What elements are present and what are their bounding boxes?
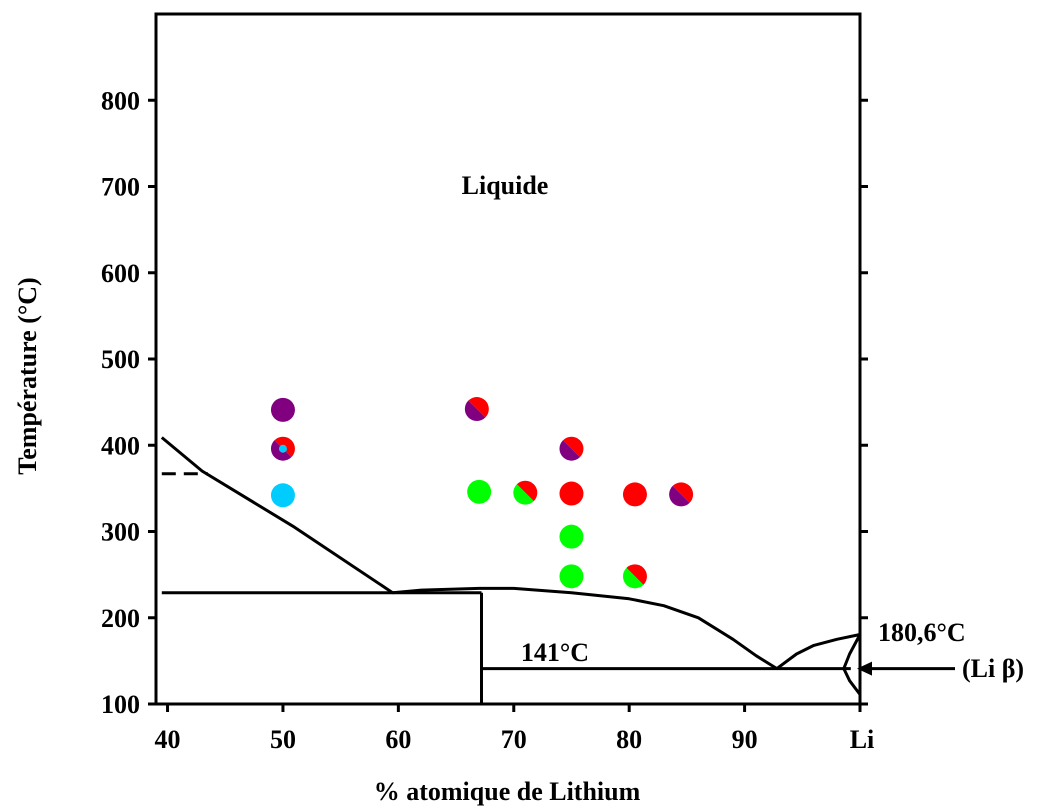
data-point-marker <box>559 524 584 549</box>
phase-line-solvus-upper <box>842 633 862 670</box>
data-point-half-a <box>516 480 538 502</box>
data-point-half-b <box>622 567 644 589</box>
data-point <box>559 564 584 589</box>
y-tick-label: 700 <box>101 173 140 202</box>
eutectic-temperature-label: 141°C <box>521 638 589 667</box>
data-point <box>467 479 492 504</box>
data-point-half-b <box>513 484 534 505</box>
data-point-marker <box>270 483 295 508</box>
data-point-marker <box>270 397 295 422</box>
plot-frame <box>154 12 862 706</box>
x-tick-label: 50 <box>270 725 296 754</box>
data-point <box>559 524 584 549</box>
data-point-half-a <box>468 397 489 418</box>
x-tick-label: 60 <box>385 725 411 754</box>
data-point-marker <box>622 482 647 507</box>
data-point-marker <box>559 564 584 589</box>
data-point <box>559 481 584 506</box>
liquid-region-label: Liquide <box>462 171 549 200</box>
plot-frame-border <box>154 12 862 706</box>
x-tick-label: Li <box>850 725 875 754</box>
data-point-half-a <box>672 482 694 503</box>
y-tick-label: 600 <box>101 259 140 288</box>
data-point-half-b <box>559 440 580 461</box>
y-axis-label: Température (°C) <box>13 277 42 474</box>
data-point-marker <box>559 481 584 506</box>
x-tick-label: 80 <box>616 725 642 754</box>
data-point <box>270 436 295 461</box>
data-point <box>513 480 538 505</box>
data-point-center <box>278 444 287 453</box>
data-point-half-a <box>562 436 584 458</box>
data-point <box>559 436 584 461</box>
melting-point-label: 180,6°C <box>878 618 966 647</box>
axis-ticks: 100 200 300 400 500 600 700 800 40 50 60 70 80 90 Li <box>101 86 874 754</box>
data-point-half-b <box>669 485 690 507</box>
data-point <box>669 482 694 507</box>
y-tick-label: 100 <box>101 690 140 719</box>
phase-line-solvus-lower <box>842 667 862 696</box>
data-point <box>270 483 295 508</box>
data-point <box>622 482 647 507</box>
y-tick-label: 800 <box>101 86 140 115</box>
li-beta-label: (Li β) <box>962 654 1024 683</box>
phase-line-liquidus-right <box>776 633 861 670</box>
annotations: Liquide 141°C 180,6°C (Li β) <box>462 171 1024 683</box>
y-tick-label: 300 <box>101 518 140 547</box>
y-tick-label: 200 <box>101 604 140 633</box>
data-point <box>622 564 647 589</box>
data-point-marker <box>467 479 492 504</box>
phase-lines <box>160 436 955 704</box>
y-tick-label: 400 <box>101 431 140 460</box>
y-tick-label: 500 <box>101 345 140 374</box>
phase-line-liquidus-dome <box>392 586 778 670</box>
axis-labels: % atomique de Lithium Température (°C) <box>13 277 641 806</box>
data-point <box>464 397 489 422</box>
li-beta-arrow-head <box>857 661 872 676</box>
x-tick-label: 40 <box>155 725 181 754</box>
data-point-half-a <box>626 564 647 585</box>
data-point <box>270 397 295 422</box>
phase-line-liquidus-left <box>160 436 394 594</box>
data-point-half-b <box>464 400 486 422</box>
x-tick-label: 90 <box>732 725 758 754</box>
x-tick-label: 70 <box>501 725 527 754</box>
x-axis-label: % atomique de Lithium <box>374 777 641 806</box>
data-points <box>270 397 694 589</box>
